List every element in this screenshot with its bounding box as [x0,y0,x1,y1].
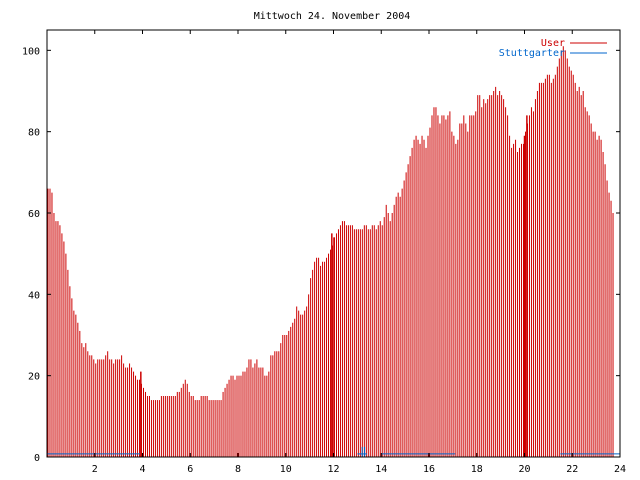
chart-title: Mittwoch 24. November 2004 [254,11,411,22]
x-tick-label: 2 [92,464,98,475]
y-tick-label: 60 [28,209,40,220]
x-axis-ticks: 2 4 6 8 10 12 14 16 18 20 22 24 [92,30,626,475]
x-tick-label: 22 [566,464,578,475]
x-tick-label: 18 [471,464,483,475]
x-tick-label: 8 [235,464,241,475]
stuttgarter-series-bars [47,446,620,457]
legend-user-label: User [541,38,565,49]
x-tick-label: 20 [518,464,530,475]
y-tick-label: 100 [22,46,40,57]
y-tick-label: 40 [28,290,40,301]
legend-stuttgarter-label: Stuttgarter [499,48,565,59]
x-tick-label: 24 [614,464,626,475]
x-tick-label: 12 [327,464,339,475]
x-tick-label: 16 [423,464,435,475]
y-tick-label: 20 [28,372,40,383]
x-tick-label: 4 [139,464,145,475]
x-tick-label: 10 [280,464,292,475]
y-axis-ticks: 0 20 40 60 80 100 [22,46,620,464]
x-tick-label: 6 [187,464,193,475]
user-series-bars [47,46,614,457]
x-tick-label: 14 [375,464,387,475]
legend: User Stuttgarter [499,38,607,59]
y-tick-label: 0 [34,453,40,464]
y-tick-label: 80 [28,128,40,139]
